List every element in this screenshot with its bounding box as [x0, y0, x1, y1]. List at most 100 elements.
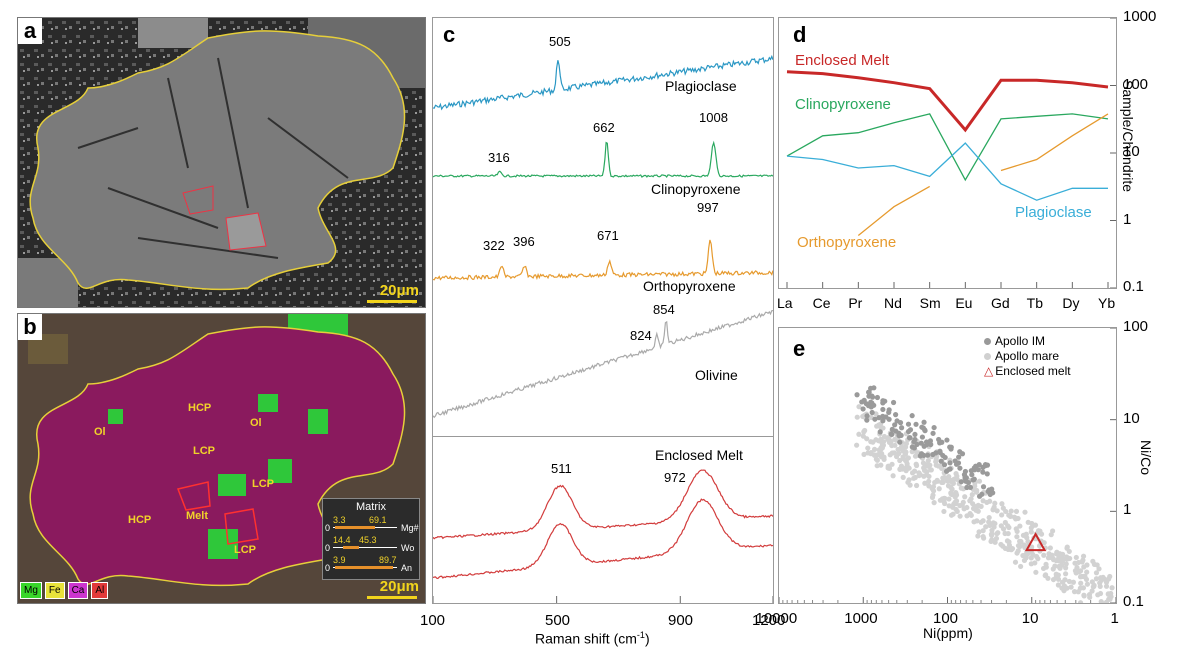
point-apollo-mare: [1012, 559, 1019, 565]
point-apollo-mare: [1023, 531, 1029, 537]
point-apollo-mare: [926, 478, 932, 484]
point-apollo-mare: [992, 500, 998, 506]
point-apollo-mare: [861, 429, 867, 435]
point-apollo-im: [864, 417, 870, 423]
point-apollo-mare: [1055, 576, 1062, 582]
point-apollo-mare: [902, 444, 909, 450]
point-apollo-mare: [1087, 594, 1093, 600]
point-apollo-im: [939, 439, 945, 445]
point-apollo-mare: [999, 501, 1005, 507]
raman-spectra: [433, 54, 773, 603]
point-apollo-im: [921, 452, 927, 458]
series-label-orthopyroxene: Orthopyroxene: [797, 234, 897, 251]
point-apollo-im: [942, 454, 948, 461]
matrix-row-v2: 45.3: [359, 535, 377, 545]
point-apollo-mare: [968, 512, 974, 518]
point-apollo-mare: [886, 437, 892, 444]
peak-label: 1008: [699, 110, 728, 125]
scale-bar: [367, 300, 417, 303]
point-apollo-mare: [1028, 529, 1034, 535]
point-apollo-mare: [1014, 534, 1020, 540]
peak-label: 972: [664, 470, 686, 485]
point-apollo-mare: [942, 495, 948, 502]
point-apollo-mare: [1032, 522, 1039, 528]
point-apollo-mare: [881, 433, 888, 440]
point-apollo-im: [869, 393, 875, 399]
spectrum-plagioclase: [433, 54, 773, 111]
point-apollo-mare: [905, 479, 911, 485]
mineral-label-lcp-2: LCP: [252, 478, 274, 490]
point-apollo-mare: [1097, 583, 1103, 590]
point-apollo-mare: [1081, 592, 1087, 598]
point-apollo-mare: [865, 445, 871, 451]
point-apollo-mare: [899, 446, 905, 452]
point-apollo-mare: [957, 513, 963, 519]
spectrum-olivine: [433, 310, 773, 419]
point-apollo-im: [948, 444, 954, 450]
point-apollo-im: [874, 394, 881, 401]
point-apollo-mare: [968, 496, 974, 502]
point-apollo-mare: [1013, 508, 1020, 514]
point-apollo-mare: [1052, 563, 1058, 569]
x-tick-label: Ce: [812, 295, 831, 311]
point-apollo-mare: [986, 514, 992, 521]
point-apollo-mare: [980, 534, 986, 540]
point-apollo-mare: [1071, 589, 1078, 595]
legend-marker-enclosed-melt: △: [984, 364, 994, 378]
point-apollo-mare: [1050, 528, 1056, 534]
point-apollo-im: [958, 479, 964, 485]
x-tick-label: Dy: [1062, 295, 1080, 311]
point-apollo-mare: [1084, 569, 1090, 575]
point-apollo-im: [930, 430, 936, 436]
point-apollo-mare: [856, 431, 862, 437]
point-apollo-mare: [873, 437, 879, 443]
point-apollo-mare: [1028, 561, 1034, 567]
point-apollo-mare: [1047, 553, 1053, 559]
panel-label-c: c: [443, 22, 456, 47]
point-apollo-mare: [993, 535, 1000, 542]
point-apollo-mare: [1041, 552, 1047, 558]
point-apollo-mare: [868, 439, 874, 445]
bse-image: [18, 18, 425, 307]
point-apollo-mare: [980, 498, 986, 504]
matrix-row-v1: 14.4: [333, 535, 351, 545]
point-apollo-mare: [1022, 509, 1028, 515]
point-apollo-mare: [975, 533, 981, 539]
point-apollo-mare: [1103, 599, 1110, 603]
ree-chart: [786, 18, 1116, 288]
point-apollo-im: [947, 460, 953, 466]
point-apollo-mare: [1050, 557, 1057, 563]
point-apollo-im: [889, 431, 895, 438]
legend-label-apollo-mare: Apollo mare: [995, 349, 1060, 363]
point-apollo-mare: [925, 458, 931, 464]
matrix-row-v2: 89.7: [379, 555, 397, 565]
point-apollo-mare: [953, 506, 959, 513]
point-apollo-mare: [1005, 530, 1011, 537]
series-label-enclosed-melt: Enclosed Melt: [655, 447, 743, 463]
point-apollo-mare: [999, 512, 1005, 518]
point-apollo-mare: [933, 462, 939, 468]
point-apollo-mare: [1025, 539, 1031, 545]
point-apollo-mare: [874, 423, 880, 429]
point-apollo-im: [868, 399, 874, 405]
x-axis-label-text: Raman shift (cm: [535, 630, 637, 647]
point-apollo-mare: [890, 473, 896, 479]
point-apollo-mare: [1006, 512, 1012, 518]
nico-chart: [779, 328, 1116, 603]
x-axis-label: Ni(ppm): [923, 625, 973, 641]
point-apollo-mare: [854, 442, 860, 448]
point-apollo-im: [963, 478, 969, 484]
point-apollo-mare: [930, 484, 937, 490]
point-apollo-mare: [976, 529, 982, 535]
point-apollo-mare: [1002, 545, 1008, 551]
legend-marker-apollo-mare: [984, 353, 991, 360]
point-apollo-mare: [856, 404, 862, 410]
mineral-label-lcp-3: LCP: [234, 544, 256, 556]
point-apollo-mare: [953, 498, 960, 504]
point-apollo-mare: [1100, 574, 1106, 580]
point-apollo-mare: [854, 414, 860, 420]
point-apollo-im: [883, 414, 889, 420]
point-apollo-mare: [1103, 583, 1110, 589]
matrix-title: Matrix: [356, 501, 386, 513]
point-apollo-mare: [987, 498, 993, 504]
